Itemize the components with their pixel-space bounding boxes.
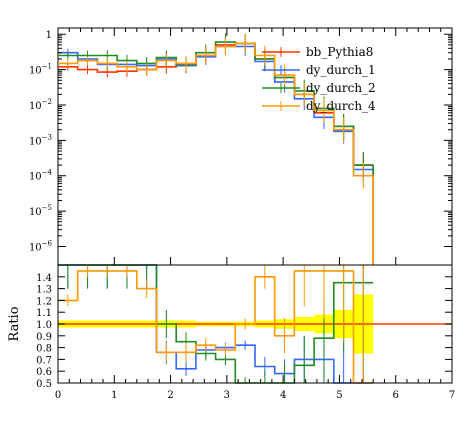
y-tick-label: 10−6: [29, 240, 53, 254]
x-tick-label: 1: [111, 390, 117, 401]
ratio-y-axis: 0.50.60.70.80.91.01.11.21.31.4: [36, 273, 452, 390]
series-line-dy_durch_4: [58, 42, 374, 177]
ratio-series-group: [58, 264, 452, 384]
x-tick-label: 7: [449, 390, 455, 401]
y-tick-label: 1: [46, 30, 52, 41]
main-panel: 1 10−1 10−2 10−3 10−4 10−5 10−6: [29, 27, 453, 266]
x-tick-label: 0: [55, 390, 61, 401]
ratio-y-tick-label: 1.1: [36, 308, 52, 319]
ratio-y-tick-label: 0.6: [36, 367, 52, 378]
x-tick-label: 4: [280, 390, 286, 401]
ratio-axis-label: Ratio: [7, 306, 22, 341]
legend-label-dy_durch_1: dy_durch_1: [306, 63, 376, 77]
ratio-y-tick-label: 1.2: [36, 296, 52, 307]
y-tick-label: 10−3: [29, 133, 52, 147]
main-series-group: [58, 33, 375, 265]
x-tick-label: 3: [224, 390, 230, 401]
legend-label-dy_durch_4: dy_durch_4: [306, 99, 376, 113]
ratio-y-tick-label: 0.7: [36, 355, 52, 366]
y-tick-label: 10−5: [29, 204, 52, 218]
ratio-y-tick-label: 0.8: [36, 344, 52, 355]
legend-label-bb_Pythia8: bb_Pythia8: [306, 45, 373, 59]
ratio-y-tick-label: 0.9: [36, 332, 52, 343]
y-tick-label: 10−4: [29, 169, 53, 183]
ratio-y-tick-label: 0.5: [36, 379, 52, 390]
main-y-axis: 1 10−1 10−2 10−3 10−4 10−5 10−6: [29, 30, 452, 254]
ratio-y-tick-label: 1.3: [36, 285, 52, 296]
legend: bb_Pythia8 dy_durch_1 dy_durch_2 dy_durch_4: [262, 45, 376, 113]
y-tick-label: 10−2: [29, 98, 52, 112]
ratio-y-tick-label: 1.4: [36, 273, 52, 284]
ratio-y-tick-label: 1.0: [36, 320, 52, 331]
x-tick-label: 2: [167, 390, 173, 401]
ratio-line-dy_durch_4: [58, 270, 374, 384]
x-axis: 0 1 2 3 4 5 6 7: [55, 28, 455, 401]
legend-label-dy_durch_2: dy_durch_2: [306, 81, 376, 95]
ratio-panel: 0.50.60.70.80.91.01.11.21.31.4 Ratio: [7, 264, 453, 390]
x-tick-label: 5: [336, 390, 342, 401]
y-tick-label: 10−1: [29, 63, 52, 77]
x-tick-label: 6: [393, 390, 399, 401]
